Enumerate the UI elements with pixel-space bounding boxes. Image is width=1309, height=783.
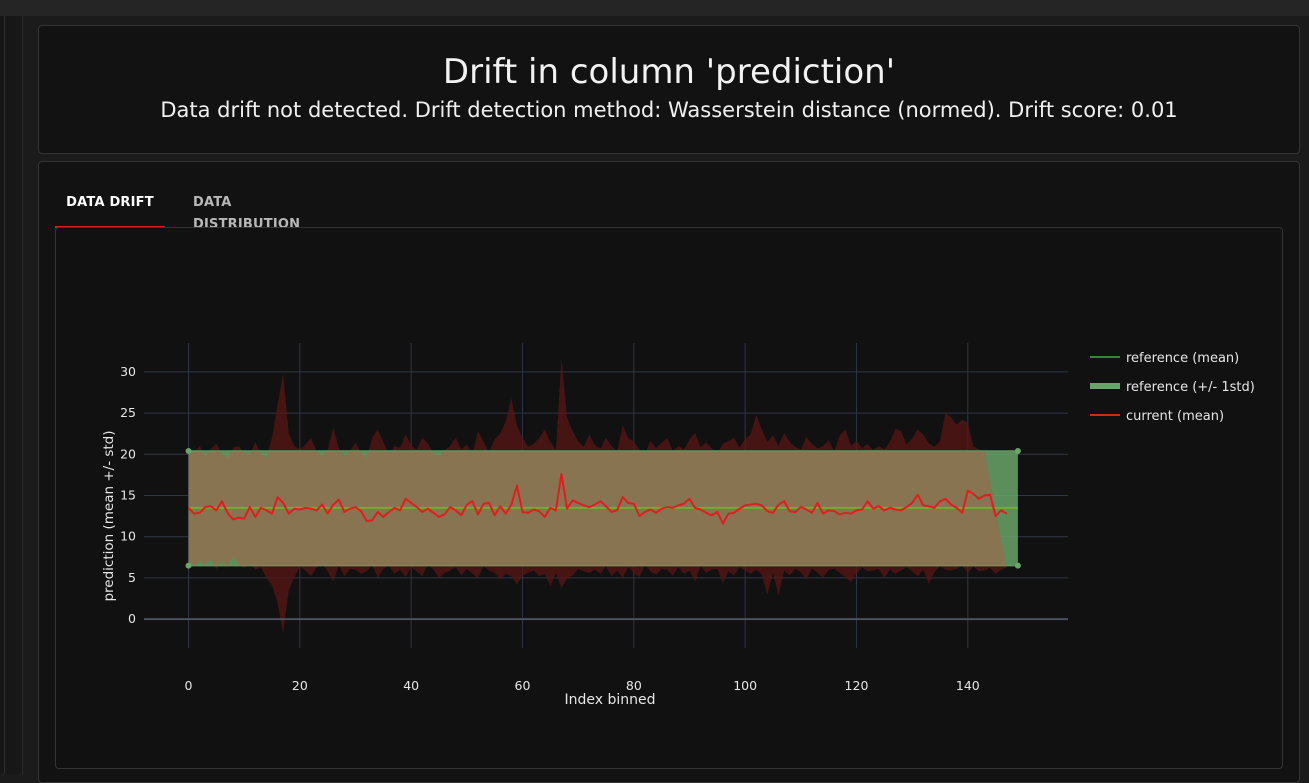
legend-label-current-mean[interactable]: current (mean) — [1126, 409, 1224, 424]
chart-legend[interactable]: reference (mean) reference (+/- 1std) cu… — [1090, 351, 1255, 424]
left-rail — [0, 16, 23, 774]
drift-summary: Data drift not detected. Drift detection… — [160, 98, 1178, 122]
y-tick-label: 30 — [120, 364, 136, 379]
legend-swatch-reference-band — [1090, 383, 1120, 389]
legend-label-reference-mean[interactable]: reference (mean) — [1126, 351, 1239, 366]
y-tick-label: 0 — [128, 611, 136, 626]
y-tick-label: 15 — [120, 488, 136, 503]
top-strip — [0, 0, 1309, 16]
y-tick-label: 20 — [120, 446, 136, 461]
plot-panel: 0 20 40 60 80 100 120 140 0 5 10 15 20 25 30 Index bin… — [55, 227, 1283, 769]
x-axis-label: Index binned — [564, 692, 655, 708]
drift-details-card: DATA DRIFT DATA DISTRIBUTION 0 20 40 60 80 10… — [38, 161, 1300, 783]
x-tick-label: 0 — [185, 678, 193, 693]
x-tick-label: 80 — [626, 678, 642, 693]
y-tick-label: 10 — [120, 529, 136, 544]
band-overlap — [188, 450, 1007, 566]
drift-header-card: Drift in column 'prediction' Data drift … — [38, 25, 1300, 154]
tab-data-drift[interactable]: DATA DRIFT — [55, 192, 165, 228]
x-tick-label: 100 — [733, 678, 757, 693]
x-tick-label: 60 — [515, 678, 531, 693]
reference-bound-marker — [185, 447, 192, 454]
y-tick-label: 25 — [120, 405, 136, 420]
chart-axes: 0 20 40 60 80 100 120 140 0 5 10 15 20 25 30 — [120, 364, 1068, 693]
reference-bound-marker — [1014, 447, 1021, 454]
x-tick-label: 20 — [292, 678, 308, 693]
chart-bands — [188, 357, 1018, 634]
y-tick-label: 5 — [128, 570, 136, 585]
chart-lines — [185, 447, 1021, 569]
current-mean-line — [187, 473, 1008, 525]
reference-bound-marker — [185, 562, 192, 569]
drift-chart: 0 20 40 60 80 100 120 140 0 5 10 15 20 25 30 Index bin… — [101, 343, 1255, 708]
x-tick-label: 140 — [956, 678, 980, 693]
page-title: Drift in column 'prediction' — [442, 52, 896, 92]
reference-bound-marker — [1014, 562, 1021, 569]
legend-label-reference-band[interactable]: reference (+/- 1std) — [1126, 380, 1255, 395]
x-tick-label: 120 — [845, 678, 869, 693]
tab-data-distribution[interactable]: DATA DISTRIBUTION — [193, 195, 301, 232]
y-axis-label: prediction (mean +/- std) — [101, 430, 117, 601]
x-tick-label: 40 — [403, 678, 419, 693]
